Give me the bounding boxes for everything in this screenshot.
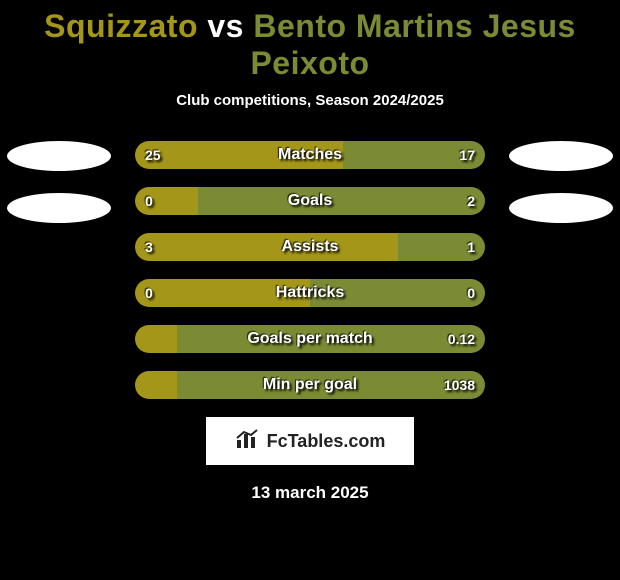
- stat-bar-right: [177, 325, 485, 353]
- stat-bar-right: [398, 233, 486, 261]
- avatar-placeholder: [509, 141, 613, 171]
- title-player-left: Squizzato: [44, 8, 198, 44]
- stat-bars: 2517Matches 02Goals 31Assists 00Hattricks 0.…: [135, 141, 485, 399]
- stat-bar-left: [135, 233, 398, 261]
- stat-row: 0.12Goals per match: [135, 325, 485, 353]
- stat-row: 00Hattricks: [135, 279, 485, 307]
- stat-bar-left: [135, 371, 177, 399]
- stat-row: 2517Matches: [135, 141, 485, 169]
- avatar-placeholder: [7, 141, 111, 171]
- stat-bar-right: [343, 141, 485, 169]
- comparison-stage: 2517Matches 02Goals 31Assists 00Hattricks 0.…: [0, 141, 620, 399]
- logo-box: FcTables.com: [206, 417, 414, 465]
- stat-bar-right: [310, 279, 485, 307]
- logo-text: FcTables.com: [267, 431, 386, 452]
- stat-bar-left: [135, 141, 343, 169]
- title-player-right: Bento Martins Jesus Peixoto: [250, 8, 575, 81]
- stat-row: 02Goals: [135, 187, 485, 215]
- chart-icon: [235, 428, 261, 455]
- stat-bar-left: [135, 325, 177, 353]
- subtitle: Club competitions, Season 2024/2025: [0, 92, 620, 109]
- avatar-placeholder: [7, 193, 111, 223]
- title-vs: vs: [198, 8, 253, 44]
- stat-bar-left: [135, 279, 310, 307]
- avatar-placeholder: [509, 193, 613, 223]
- stat-row: 1038Min per goal: [135, 371, 485, 399]
- stat-row: 31Assists: [135, 233, 485, 261]
- stat-bar-left: [135, 187, 198, 215]
- stat-bar-right: [177, 371, 485, 399]
- stat-bar-right: [198, 187, 485, 215]
- date-label: 13 march 2025: [0, 483, 620, 503]
- page-title: Squizzato vs Bento Martins Jesus Peixoto: [0, 0, 620, 82]
